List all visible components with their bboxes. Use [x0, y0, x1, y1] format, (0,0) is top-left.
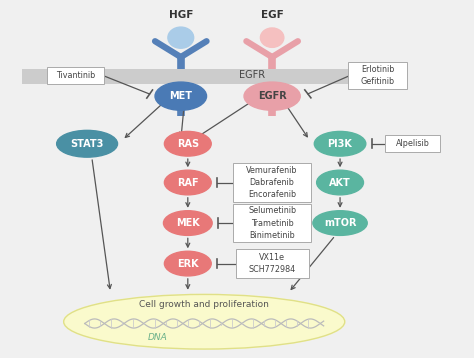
Text: VX11e
SCH772984: VX11e SCH772984: [248, 253, 296, 274]
Text: EGFR: EGFR: [258, 91, 286, 101]
FancyBboxPatch shape: [233, 204, 311, 242]
Text: mTOR: mTOR: [324, 218, 356, 228]
Ellipse shape: [155, 82, 207, 110]
Ellipse shape: [57, 130, 118, 157]
Text: MEK: MEK: [176, 218, 200, 228]
Ellipse shape: [64, 294, 345, 349]
Ellipse shape: [164, 211, 212, 236]
FancyBboxPatch shape: [236, 250, 309, 278]
Text: RAS: RAS: [177, 139, 199, 149]
Text: Tivantinib: Tivantinib: [56, 71, 95, 80]
Ellipse shape: [317, 170, 364, 195]
Text: Erlotinib
Gefitinib: Erlotinib Gefitinib: [360, 65, 394, 86]
Text: MET: MET: [169, 91, 192, 101]
Ellipse shape: [164, 170, 211, 195]
Ellipse shape: [168, 27, 194, 48]
Text: Alpelisib: Alpelisib: [396, 139, 429, 148]
FancyBboxPatch shape: [21, 69, 359, 84]
FancyBboxPatch shape: [385, 135, 440, 152]
FancyBboxPatch shape: [233, 163, 311, 202]
Text: STAT3: STAT3: [71, 139, 104, 149]
Text: AKT: AKT: [329, 178, 351, 188]
Text: Selumetinib
Trametinib
Binimetinib: Selumetinib Trametinib Binimetinib: [248, 207, 296, 240]
Ellipse shape: [260, 28, 284, 47]
Text: ERK: ERK: [177, 258, 199, 268]
FancyBboxPatch shape: [348, 62, 407, 90]
Text: Vemurafenib
Dabrafenib
Encorafenib: Vemurafenib Dabrafenib Encorafenib: [246, 166, 298, 199]
Text: EGFR: EGFR: [239, 70, 265, 80]
Ellipse shape: [164, 131, 211, 156]
FancyBboxPatch shape: [47, 67, 104, 84]
Text: EGF: EGF: [261, 10, 283, 20]
Text: DNA: DNA: [147, 333, 167, 343]
Ellipse shape: [244, 82, 300, 110]
Ellipse shape: [313, 211, 367, 236]
Text: Cell growth and proliferation: Cell growth and proliferation: [139, 300, 269, 309]
Text: RAF: RAF: [177, 178, 199, 188]
Ellipse shape: [164, 251, 211, 276]
Ellipse shape: [314, 131, 366, 156]
Text: HGF: HGF: [169, 10, 193, 20]
Text: PI3K: PI3K: [328, 139, 353, 149]
